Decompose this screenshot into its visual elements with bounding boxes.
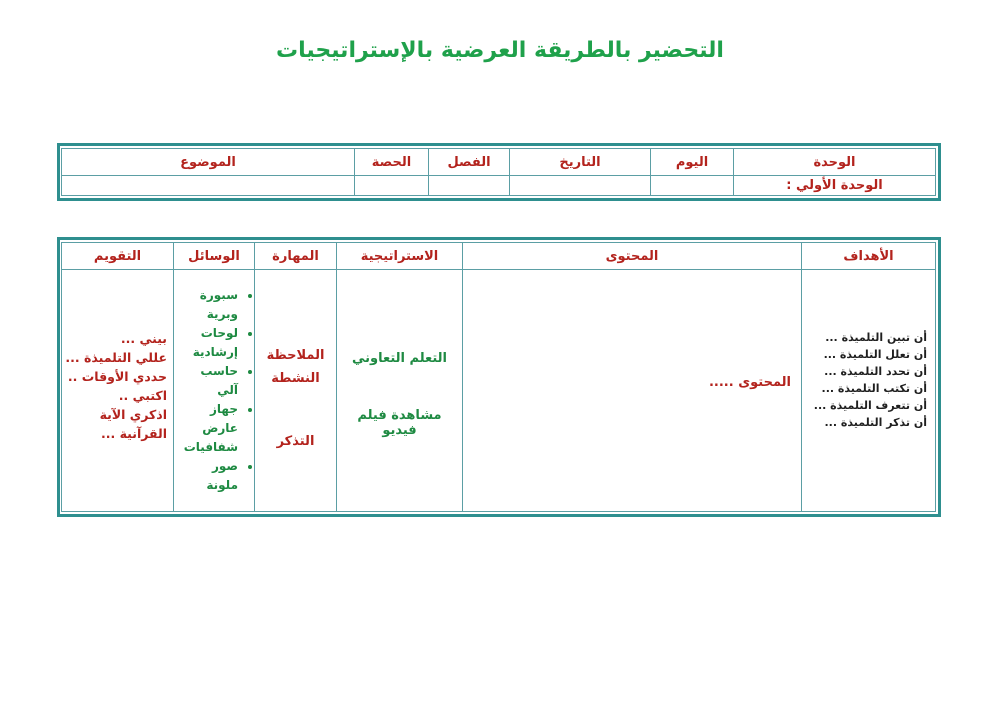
- evaluation-item: عللي التلميذة ...: [65, 349, 167, 365]
- info-day-value: [650, 175, 734, 196]
- lesson-header-skill: المهارة: [254, 242, 337, 270]
- info-subject-value: [61, 175, 355, 196]
- lesson-header-means: الوسائل: [173, 242, 255, 270]
- goal-item: أن تذكر التلميذة ...: [824, 415, 927, 429]
- means-list: سبورة وبرية لوحات إرشادية حاسب آلي جهاز …: [176, 286, 254, 495]
- page-title: التحضير بالطريقة العرضية بالإستراتيجيات: [276, 38, 724, 63]
- strategy-item: التعلم التعاوني: [352, 350, 447, 366]
- info-date-value: [509, 175, 651, 196]
- skill-item: التذكر: [276, 433, 315, 449]
- content-text: المحتوى .....: [708, 375, 791, 390]
- strategy-item: مشاهدة فيلم فيديو: [357, 407, 442, 438]
- info-value-row: الوحدة الأولي :: [61, 175, 936, 196]
- means-item: حاسب آلي: [178, 362, 238, 400]
- goal-item: أن تحدد التلميذة ...: [824, 364, 927, 378]
- info-header-date: التاريخ: [509, 148, 651, 176]
- lesson-table: الأهداف المحتوى الاستراتيجية المهارة الو…: [57, 237, 941, 517]
- lesson-header-evaluation: التقويم: [61, 242, 174, 270]
- info-table: الوحدة اليوم التاريخ الفصل الحصة الموضوع…: [57, 143, 941, 201]
- goal-item: أن تكتب التلميذة ...: [821, 381, 927, 395]
- lesson-header-goals: الأهداف: [801, 242, 936, 270]
- means-item: لوحات إرشادية: [178, 324, 238, 362]
- info-unit-value: الوحدة الأولي :: [733, 175, 936, 196]
- skill-cell: الملاحظة النشطة التذكر: [254, 269, 337, 512]
- info-period-value: [354, 175, 429, 196]
- goal-item: أن تتعرف التلميذة ...: [813, 398, 927, 412]
- info-table-grid: الوحدة اليوم التاريخ الفصل الحصة الموضوع…: [61, 148, 936, 196]
- info-header-row: الوحدة اليوم التاريخ الفصل الحصة الموضوع: [61, 148, 936, 176]
- strategy-cell: التعلم التعاوني مشاهدة فيلم فيديو: [336, 269, 463, 512]
- means-item: صور ملونة: [178, 457, 238, 495]
- info-header-subject: الموضوع: [61, 148, 355, 176]
- evaluation-item: اكتبي ..: [118, 387, 167, 403]
- skill-item: الملاحظة النشطة: [266, 347, 325, 386]
- info-class-value: [428, 175, 510, 196]
- means-item: جهاز عارض شفافيات: [178, 400, 238, 457]
- goal-item: أن تبين التلميذة ...: [825, 330, 927, 344]
- lesson-header-row: الأهداف المحتوى الاستراتيجية المهارة الو…: [61, 242, 936, 270]
- info-header-period: الحصة: [354, 148, 429, 176]
- means-cell: سبورة وبرية لوحات إرشادية حاسب آلي جهاز …: [173, 269, 255, 512]
- means-item: سبورة وبرية: [178, 286, 238, 324]
- info-header-class: الفصل: [428, 148, 510, 176]
- goals-cell: أن تبين التلميذة ... أن تعلل التلميذة ..…: [801, 269, 936, 512]
- evaluation-cell: بيني ... عللي التلميذة ... حددي الأوقات …: [61, 269, 174, 512]
- lesson-header-strategy: الاستراتيجية: [336, 242, 463, 270]
- evaluation-item: بيني ...: [120, 330, 167, 346]
- evaluation-item: اذكري الآية القرآنية ...: [99, 406, 167, 441]
- lesson-body-row: أن تبين التلميذة ... أن تعلل التلميذة ..…: [61, 269, 936, 512]
- info-header-unit: الوحدة: [733, 148, 936, 176]
- lesson-table-grid: الأهداف المحتوى الاستراتيجية المهارة الو…: [61, 242, 936, 512]
- lesson-header-content: المحتوى: [462, 242, 802, 270]
- goal-item: أن تعلل التلميذة ...: [823, 347, 927, 361]
- evaluation-item: حددي الأوقات ..: [67, 368, 167, 384]
- info-header-day: اليوم: [650, 148, 734, 176]
- content-cell: المحتوى .....: [462, 269, 802, 512]
